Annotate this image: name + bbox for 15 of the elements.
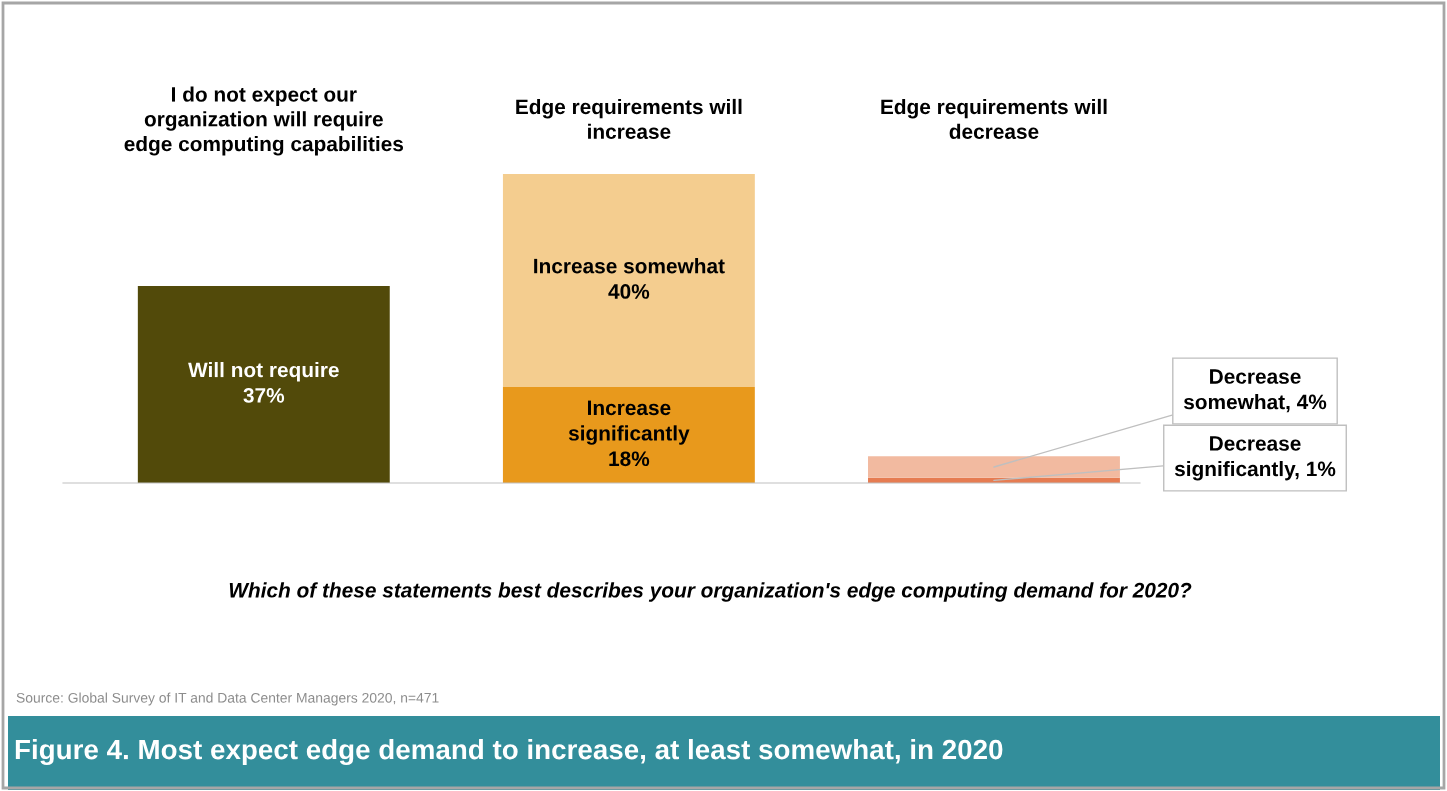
- bar: [502, 174, 755, 388]
- bar: [868, 456, 1120, 478]
- data-label: Increase somewhat 40%: [534, 258, 725, 299]
- x-tick-label: Edge requirements will decrease: [881, 98, 1107, 139]
- x-tick-label: I do not expect our organization will require edge computing capabilities: [124, 86, 404, 156]
- data-label: Decrease significantly, 1%: [1174, 436, 1336, 481]
- source-note: Source: Global Survey of IT and Data Center Managers 2020, n=471: [16, 692, 439, 706]
- x-axis-title: Which of these statements best describes your organization's edge computing demand for 2020?: [229, 582, 1192, 602]
- data-label: Will not require 37%: [188, 362, 339, 403]
- bar: [137, 285, 390, 483]
- text: Figure 4. Most expect edge demand to increase, at least somewhat, in 2020: [15, 738, 1003, 766]
- data-label: Increase significantly 18%: [568, 400, 690, 467]
- bar: [502, 387, 755, 483]
- data-label: Decrease somewhat, 4%: [1183, 369, 1327, 413]
- x-tick-label: Edge requirements will increase: [516, 98, 742, 139]
